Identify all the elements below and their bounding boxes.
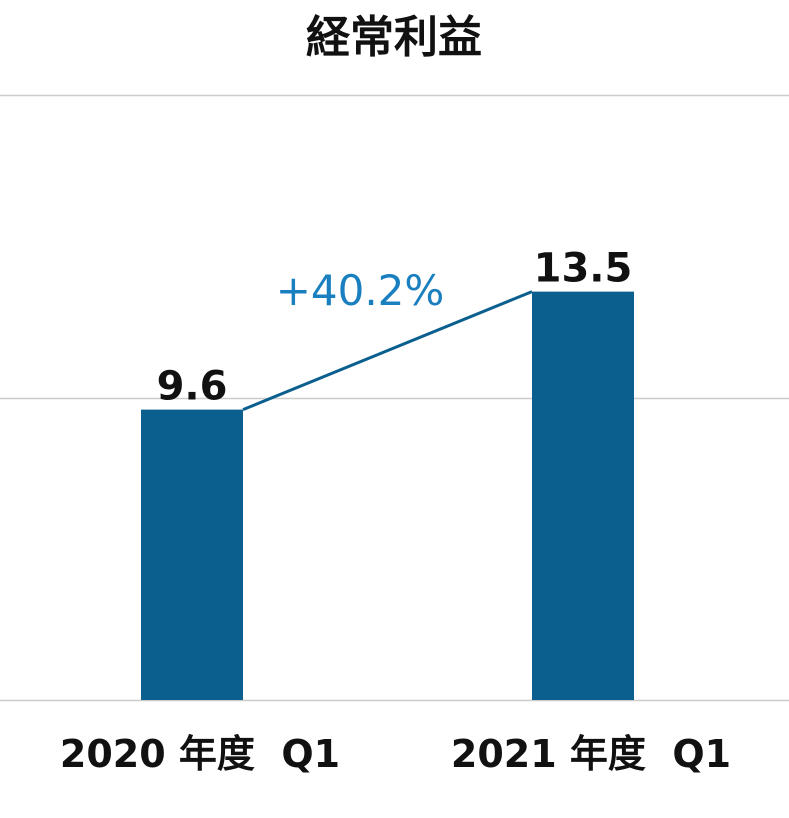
bar-1 xyxy=(532,291,634,700)
category-label-1: 2021 年度 Q1 xyxy=(451,732,731,776)
category-label-0: 2020 年度 Q1 xyxy=(60,732,340,776)
bar-0 xyxy=(141,409,243,700)
gridlines xyxy=(0,94,789,702)
category-labels: 2020 年度 Q1 2021 年度 Q1 xyxy=(60,732,731,776)
value-label-0: 9.6 xyxy=(157,364,228,410)
growth-connector-line xyxy=(242,290,533,411)
bars xyxy=(141,291,634,700)
chart-title: 経常利益 xyxy=(306,12,482,63)
growth-annotation: +40.2% xyxy=(276,266,445,315)
value-label-1: 13.5 xyxy=(534,246,633,292)
value-labels: 9.6 13.5 xyxy=(157,246,633,410)
growth-connector-layer xyxy=(242,290,533,411)
